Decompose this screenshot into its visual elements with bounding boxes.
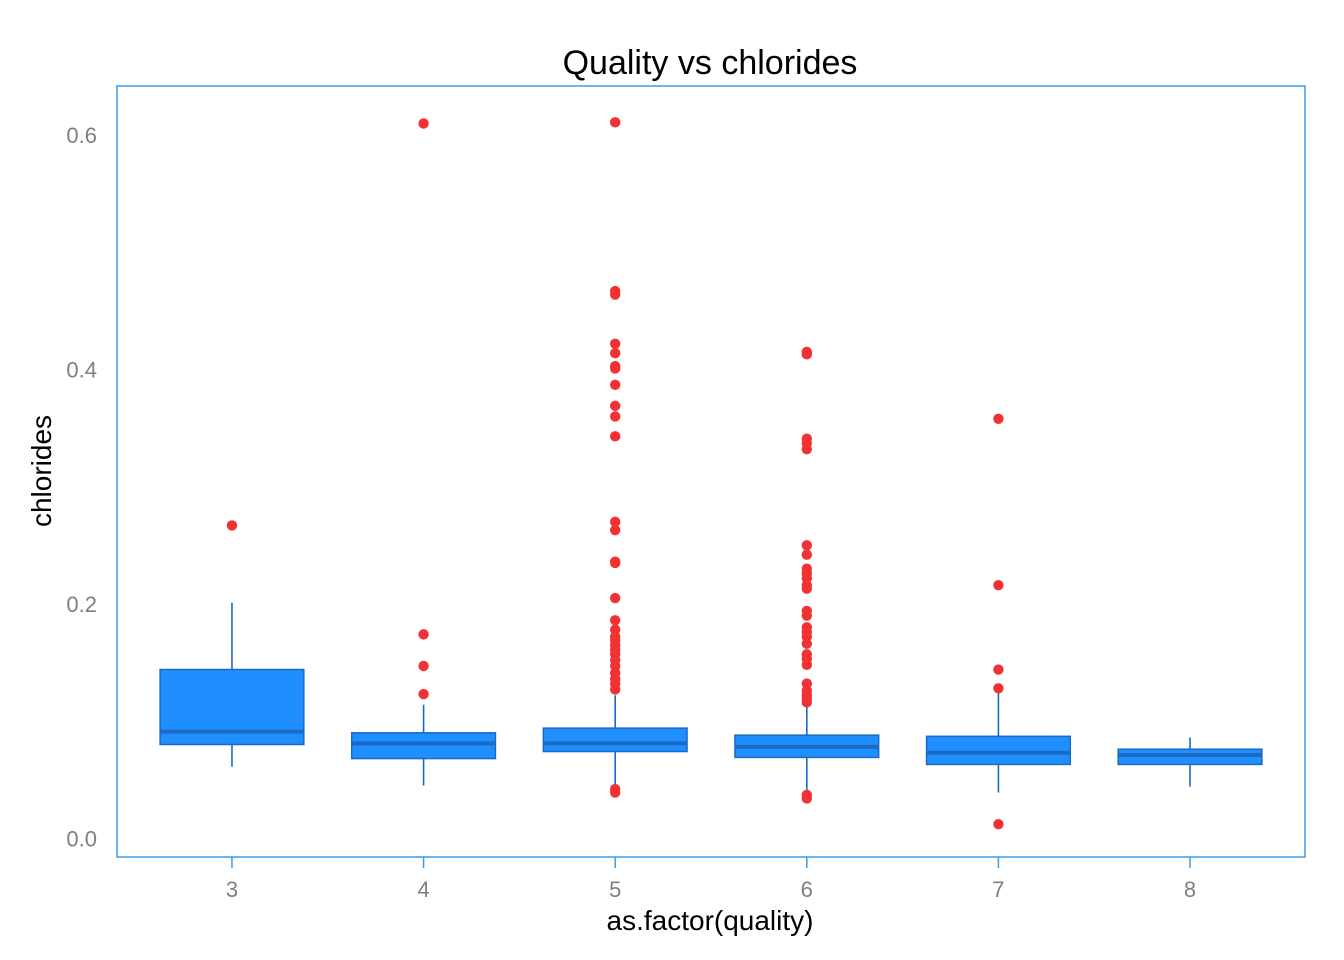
outlier-point: [801, 638, 813, 649]
outlier-point: [609, 516, 621, 528]
x-tick-label: 8: [1184, 877, 1196, 902]
outlier-point: [609, 379, 621, 390]
outlier-point: [993, 413, 1004, 424]
y-axis: 0.0 0.2 0.4 0.6: [66, 123, 97, 851]
outlier-point: [418, 660, 429, 672]
box-group-5: [542, 117, 688, 798]
outlier-point: [609, 400, 621, 412]
box: [350, 732, 497, 760]
outlier-point: [609, 411, 621, 422]
y-tick-label: 0.0: [66, 826, 97, 851]
x-tick-label: 7: [992, 877, 1004, 902]
outlier-point: [801, 697, 813, 708]
outlier-point: [609, 684, 621, 695]
y-tick-label: 0.4: [66, 358, 97, 383]
outlier-point: [609, 347, 621, 359]
y-tick-label: 0.2: [66, 592, 97, 617]
outlier-point: [993, 579, 1004, 591]
outlier-point: [609, 557, 621, 569]
outlier-point: [609, 338, 621, 349]
outlier-point: [609, 363, 621, 374]
box-group-3: [159, 520, 305, 767]
x-axis: 3 4 5 6 7 8: [226, 857, 1196, 902]
outlier-point: [609, 524, 621, 536]
x-tick-label: 3: [226, 877, 238, 902]
x-tick-label: 4: [417, 877, 429, 902]
outlier-point: [801, 659, 813, 671]
y-tick-label: 0.6: [66, 123, 97, 148]
outlier-point: [418, 118, 429, 129]
outlier-point: [801, 349, 813, 360]
box-group-8: [1117, 737, 1263, 787]
outlier-point: [609, 117, 621, 128]
x-tick-label: 6: [801, 877, 813, 902]
plot-panel: [116, 85, 1306, 858]
outlier-point: [993, 664, 1004, 675]
outlier-point: [801, 549, 813, 560]
outlier-point: [418, 688, 429, 700]
x-axis-title: as.factor(quality): [607, 905, 814, 936]
outlier-point: [609, 431, 621, 442]
x-tick-label: 5: [609, 877, 621, 902]
outlier-point: [609, 289, 621, 300]
outlier-point: [801, 583, 813, 594]
outlier-point: [993, 683, 1004, 694]
box-group-4: [350, 118, 497, 786]
outlier-point: [609, 787, 621, 798]
outlier-point: [609, 615, 621, 626]
box: [542, 727, 688, 753]
outlier-point: [801, 610, 813, 621]
chart-title: Quality vs chlorides: [563, 44, 858, 82]
outlier-point: [801, 793, 813, 804]
outlier-point: [609, 592, 621, 604]
chart-marks: [159, 117, 1263, 830]
outlier-point: [801, 540, 813, 551]
outlier-point: [993, 818, 1004, 830]
y-axis-title: chlorides: [26, 415, 57, 527]
outlier-point: [226, 520, 238, 531]
box: [925, 735, 1072, 766]
box-group-6: [734, 346, 880, 804]
outlier-point: [801, 444, 813, 455]
outlier-point: [418, 629, 429, 640]
box-group-7: [925, 413, 1072, 830]
